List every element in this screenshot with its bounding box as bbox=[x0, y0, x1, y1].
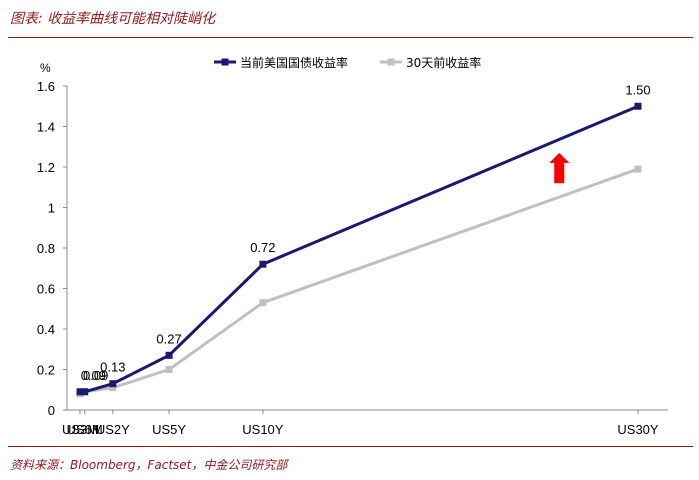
data-label: 1.50 bbox=[625, 82, 650, 97]
y-tick-label: 0.2 bbox=[37, 363, 55, 378]
data-label: 0.09 bbox=[83, 368, 108, 383]
y-tick-label: 0 bbox=[48, 403, 55, 418]
y-tick-label: 1.6 bbox=[37, 79, 55, 94]
series-prior-line bbox=[79, 167, 639, 396]
data-label: 0.72 bbox=[250, 240, 275, 255]
legend-prior-label: 30天前收益率 bbox=[406, 55, 481, 70]
data-label: 0.09 bbox=[81, 368, 106, 383]
y-tick-label: 0.8 bbox=[37, 241, 55, 256]
x-tick-label: US10Y bbox=[242, 422, 284, 437]
x-tick-label: US3M bbox=[62, 422, 98, 437]
legend-current-label: 当前美国国债收益率 bbox=[240, 55, 348, 70]
up-arrow-annotation bbox=[549, 152, 570, 184]
series-current-point bbox=[165, 351, 173, 359]
series-current-point bbox=[109, 380, 117, 388]
series-prior-point bbox=[165, 366, 173, 373]
legend-current-marker bbox=[221, 58, 229, 66]
data-label: 0.27 bbox=[156, 331, 181, 346]
x-tick-label: US5Y bbox=[152, 422, 186, 437]
x-tick-label: US6M bbox=[67, 422, 103, 437]
y-tick-label: 1.4 bbox=[37, 120, 55, 135]
y-tick-label: 0.6 bbox=[37, 282, 55, 297]
legend-prior-marker bbox=[387, 58, 395, 66]
bottom-divider bbox=[8, 446, 693, 447]
series-current-point bbox=[76, 388, 84, 396]
series-current-line bbox=[80, 104, 639, 394]
top-divider bbox=[8, 37, 693, 38]
series-current-point bbox=[259, 260, 267, 268]
x-tick-label: US2Y bbox=[96, 422, 130, 437]
y-tick-label: 1.2 bbox=[37, 160, 55, 175]
y-axis-unit-label: % bbox=[40, 61, 51, 75]
series-prior-point bbox=[634, 165, 642, 173]
y-tick-label: 0.4 bbox=[37, 322, 55, 337]
series-prior-point bbox=[109, 384, 117, 392]
series-current-point bbox=[81, 388, 89, 396]
series-prior-point bbox=[259, 299, 267, 307]
x-tick-label: US30Y bbox=[617, 422, 659, 437]
figure-title: 图表: 收益率曲线可能相对陡峭化 bbox=[10, 11, 216, 27]
source-note: 资料来源：Bloomberg，Factset，中金公司研究部 bbox=[10, 458, 288, 472]
y-tick-label: 1 bbox=[48, 201, 55, 216]
data-label: 0.13 bbox=[100, 360, 125, 375]
series-current-point bbox=[634, 102, 642, 110]
